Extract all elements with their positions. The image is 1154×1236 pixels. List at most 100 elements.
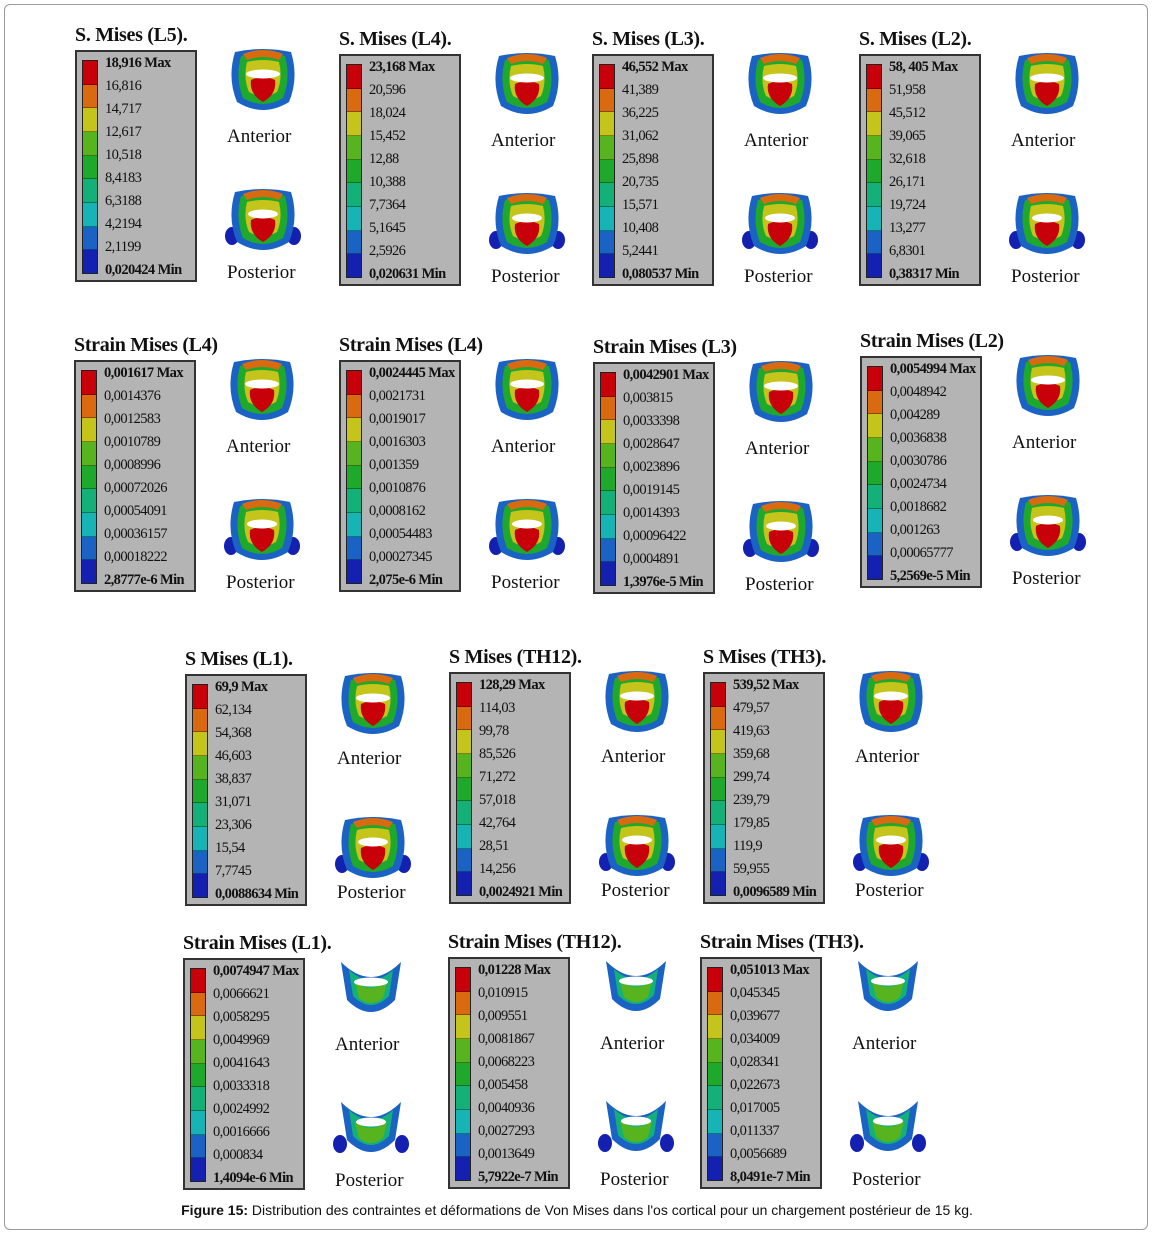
legend-value: 19,724 — [889, 197, 926, 213]
legend-value: 0,005458 — [478, 1077, 528, 1093]
color-bar-step — [708, 1133, 722, 1158]
color-bar-step — [82, 489, 96, 514]
color-bar-step — [456, 1062, 470, 1087]
vertebra-posterior-image — [487, 494, 567, 570]
legend-value: 0,0014376 — [104, 388, 161, 404]
legend-value: 32,618 — [889, 151, 926, 167]
color-bar-step — [708, 1015, 722, 1040]
legend-value: 419,63 — [733, 723, 770, 739]
legend-value: 0,010915 — [478, 985, 528, 1001]
legend-value: 46,552 Max — [622, 59, 688, 75]
anterior-label: Anterior — [852, 1033, 917, 1054]
color-bar-step — [600, 136, 614, 160]
color-bar-step — [191, 992, 205, 1017]
color-bar-step — [600, 254, 614, 278]
legend-value: 0,0024921 Min — [479, 884, 563, 900]
panel-title: S Mises (TH12). — [449, 646, 582, 668]
legend-value: 0,001263 — [890, 522, 940, 538]
legend-value: 69,9 Max — [215, 679, 268, 695]
color-bar-step — [601, 373, 615, 397]
legend-value: 0,001617 Max — [104, 365, 184, 381]
color-bar-step — [457, 754, 471, 778]
posterior-label: Posterior — [491, 572, 560, 593]
panel-title: S. Mises (L4). — [339, 28, 452, 50]
color-bar-step — [83, 250, 97, 274]
color-bar-step — [193, 779, 207, 804]
color-bar — [867, 366, 883, 580]
legend-value: 0,045345 — [730, 985, 780, 1001]
color-bar-step — [600, 230, 614, 255]
color-bar-step — [711, 683, 725, 707]
figure-label: Figure 15: — [181, 1202, 249, 1218]
color-bar-step — [457, 825, 471, 849]
legend-value: 38,837 — [215, 771, 252, 787]
posterior-label: Posterior — [852, 1169, 921, 1190]
posterior-label: Posterior — [226, 572, 295, 593]
color-legend: 0,0074947 Max 0,0066621 0,0058295 0,0049969… — [183, 958, 305, 1190]
color-bar — [707, 967, 723, 1181]
legend-value: 0,020631 Min — [369, 266, 446, 282]
vertebra-anterior-image — [331, 952, 411, 1028]
color-bar-step — [867, 136, 881, 160]
color-bar-step — [456, 968, 470, 992]
posterior-label: Posterior — [337, 882, 406, 903]
legend-value: 31,071 — [215, 794, 252, 810]
legend-value: 114,03 — [479, 700, 515, 716]
panel-s-mises-l4: S. Mises (L4). 23,168 Max 20,596 18,024 15,4… — [339, 28, 609, 318]
color-bar-step — [456, 1015, 470, 1040]
legend-value: 31,062 — [622, 128, 659, 144]
panel-title: Strain Mises (L1). — [183, 932, 332, 954]
legend-value: 0,0058295 — [213, 1009, 270, 1025]
posterior-label: Posterior — [227, 262, 296, 283]
legend-value: 0,00096422 — [623, 528, 686, 544]
vertebra-posterior-image — [223, 184, 303, 260]
color-bar-step — [456, 991, 470, 1016]
legend-value: 5,2441 — [622, 243, 659, 259]
panel-strain-mises-l4-b: Strain Mises (L4) 0,0024445 Max 0,0021731 0… — [339, 334, 609, 624]
legend-value: 54,368 — [215, 725, 252, 741]
color-bar-step — [191, 1016, 205, 1041]
color-bar-step — [82, 536, 96, 561]
color-bar-step — [867, 112, 881, 137]
legend-value: 0,00036157 — [104, 526, 167, 542]
legend-value: 28,51 — [479, 838, 509, 854]
color-bar-step — [347, 207, 361, 231]
panel-title: S. Mises (L5). — [75, 24, 188, 46]
vertebra-anterior-image — [597, 666, 677, 742]
legend-value: 0,0096589 Min — [733, 884, 817, 900]
color-bar-step — [82, 394, 96, 419]
legend-value: 2,1199 — [105, 239, 141, 255]
legend-value: 15,571 — [622, 197, 659, 213]
color-bar-step — [711, 825, 725, 849]
vertebra-anterior-image — [1008, 350, 1088, 426]
legend-value: 57,018 — [479, 792, 516, 808]
legend-value: 359,68 — [733, 746, 770, 762]
color-bar-step — [456, 1039, 470, 1063]
color-bar-step — [193, 732, 207, 757]
legend-value: 0,0088634 Min — [215, 886, 299, 902]
color-bar-step — [711, 848, 725, 873]
color-bar-step — [83, 108, 97, 133]
color-bar-step — [711, 801, 725, 826]
legend-value: 0,000834 — [213, 1147, 263, 1163]
vertebra-anterior-image — [333, 668, 413, 744]
color-bar — [866, 64, 882, 278]
anterior-label: Anterior — [226, 436, 291, 457]
legend-value: 58, 405 Max — [889, 59, 958, 75]
legend-value: 14,717 — [105, 101, 142, 117]
color-bar-step — [191, 1040, 205, 1064]
color-bar-step — [347, 442, 361, 466]
color-legend: 0,001617 Max 0,0014376 0,0012583 0,0010789 0… — [74, 360, 196, 592]
color-bar-step — [83, 226, 97, 251]
legend-value: 0,0054994 Max — [890, 361, 976, 377]
color-bar-step — [456, 1157, 470, 1181]
anterior-label: Anterior — [600, 1033, 665, 1054]
color-bar — [455, 967, 471, 1181]
legend-value: 0,011337 — [730, 1123, 780, 1139]
color-legend: 18,916 Max 16,816 14,717 12,617 10,518 8,4183… — [75, 50, 197, 282]
panel-strain-mises-th12: Strain Mises (TH12). 0,01228 Max 0,010915 0… — [448, 931, 718, 1221]
color-bar-step — [457, 801, 471, 826]
color-bar-step — [867, 230, 881, 255]
legend-value: 16,816 — [105, 78, 142, 94]
color-bar-step — [600, 112, 614, 137]
